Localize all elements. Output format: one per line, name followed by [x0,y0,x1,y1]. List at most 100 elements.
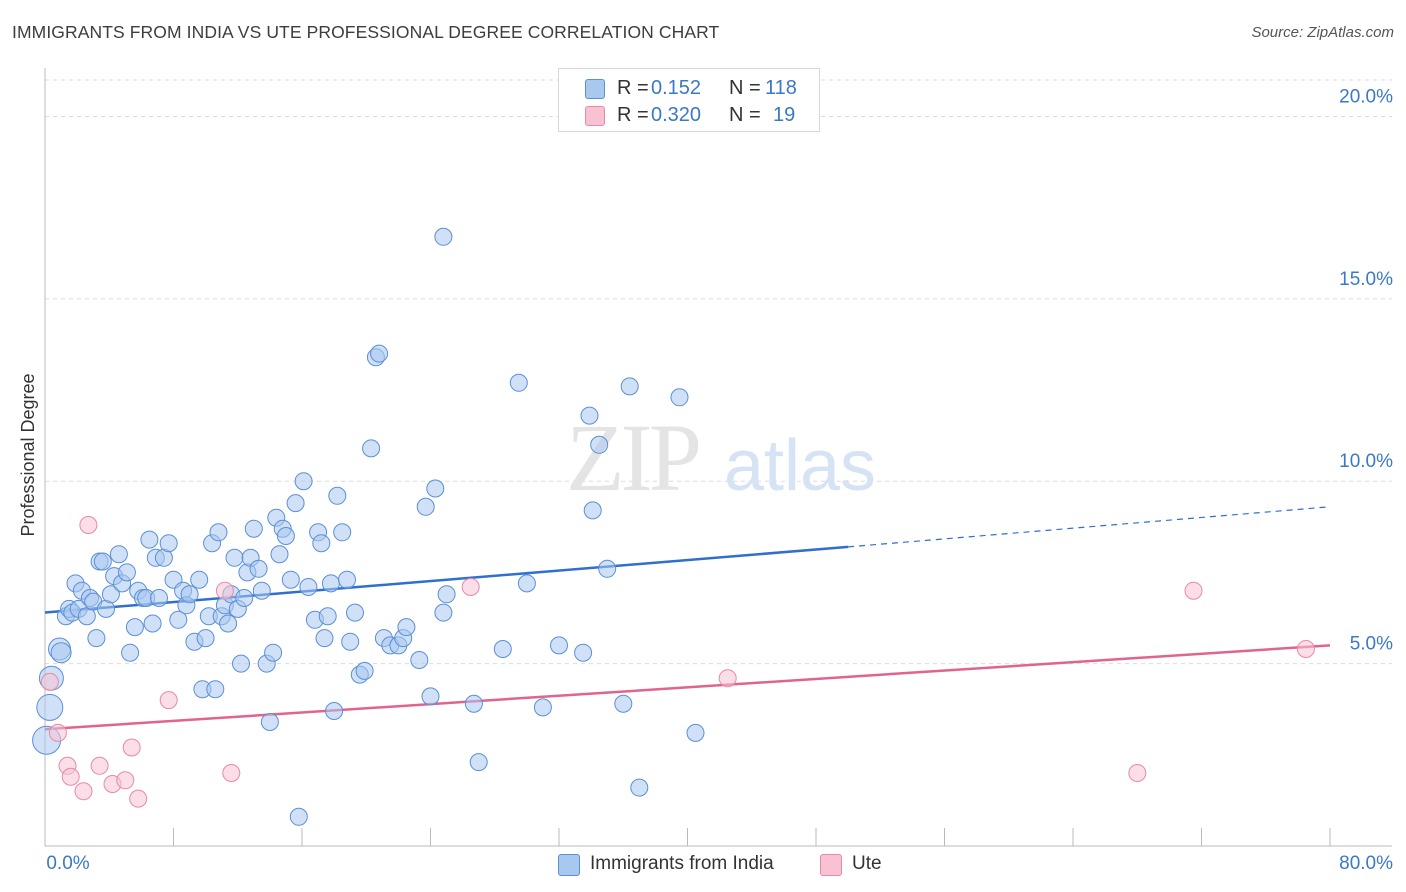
point-ute [1184,581,1203,600]
legend-r-value: 0.320 [651,104,702,126]
point-india [333,523,352,542]
point-india [140,530,159,549]
point-india [87,629,106,648]
point-india [328,486,347,505]
legend-swatch-ute [820,854,842,876]
x-tick-label: 0.0% [46,853,89,874]
point-india [121,643,140,662]
point-india [244,519,263,538]
point-india [416,497,435,516]
legend-swatch-ute [585,106,605,126]
correlation-legend: R = 0.152 N = 118 R = 0.320 N = 19 [558,68,820,132]
point-india [346,603,364,622]
point-ute [129,789,148,808]
point-india [321,574,340,593]
point-india [315,629,334,648]
point-india [434,227,453,246]
point-india [341,632,360,651]
point-india [196,629,215,648]
point-ute [90,756,109,775]
point-india [509,373,528,392]
point-india [410,651,429,669]
legend-n-value: 118 [765,77,797,99]
point-india [143,614,162,633]
point-india [93,552,112,571]
point-india [289,807,308,826]
point-india [583,501,602,520]
point-india [533,698,552,717]
data-points [32,227,1315,826]
trend-line-india-extension [848,506,1331,548]
point-india [493,640,512,658]
point-india [362,439,381,458]
point-india [249,559,268,578]
point-ute [40,672,59,691]
point-ute [48,723,67,742]
point-ute [222,764,241,782]
point-ute [74,782,93,801]
point-india [464,694,483,713]
point-india [299,578,318,596]
point-ute [215,581,234,600]
legend-r-label: R = [617,104,649,126]
point-ute [116,771,135,790]
y-tick-label: 20.0% [1339,86,1393,107]
point-ute [461,578,480,596]
point-india [590,435,609,454]
point-india [686,723,705,742]
point-india [426,479,445,498]
point-india [614,694,633,713]
legend-label-ute: Ute [852,853,882,874]
point-ute [1296,640,1315,658]
point-india [206,680,225,699]
point-india [117,563,136,582]
point-india [36,693,64,721]
legend-row-ute: R = 0.320 N = 19 [559,102,819,128]
point-india [325,702,344,720]
point-india [180,585,199,604]
point-india [318,607,337,626]
point-india [620,377,639,396]
legend-n-label: N = [729,104,761,126]
point-ute [122,738,141,757]
y-tick-label: 10.0% [1339,451,1393,472]
point-india [190,570,209,589]
legend-label-india: Immigrants from India [590,853,774,874]
point-india [219,614,238,633]
point-india [225,548,244,567]
point-india [580,406,599,425]
point-india [276,527,295,545]
point-india [630,778,649,797]
point-india [109,545,128,564]
legend-r-value: 0.152 [651,77,702,99]
point-india [370,344,389,363]
point-india [437,585,456,604]
point-india [264,643,283,662]
point-india [252,581,271,600]
point-india [434,603,453,622]
legend-n-label: N = [729,77,761,99]
point-india [469,753,488,772]
y-axis-label: Professional Degree [18,373,38,536]
point-india [260,713,279,731]
watermark-atlas: atlas [724,426,876,506]
point-ute [159,691,178,710]
point-india [281,570,300,589]
point-ute [79,516,98,534]
point-india [169,610,188,629]
y-tick-label: 5.0% [1350,634,1393,655]
point-india [574,643,593,662]
point-india [286,494,305,513]
point-india [312,534,331,553]
trend-lines [44,506,1331,731]
point-india [397,618,416,637]
x-tick-label: 80.0% [1339,853,1393,874]
point-india [209,523,228,542]
axes [44,68,1392,847]
point-india [125,618,144,637]
point-india [150,589,168,607]
point-india [235,589,254,607]
legend-r-label: R = [617,77,649,99]
legend-n-value: 19 [773,104,796,126]
